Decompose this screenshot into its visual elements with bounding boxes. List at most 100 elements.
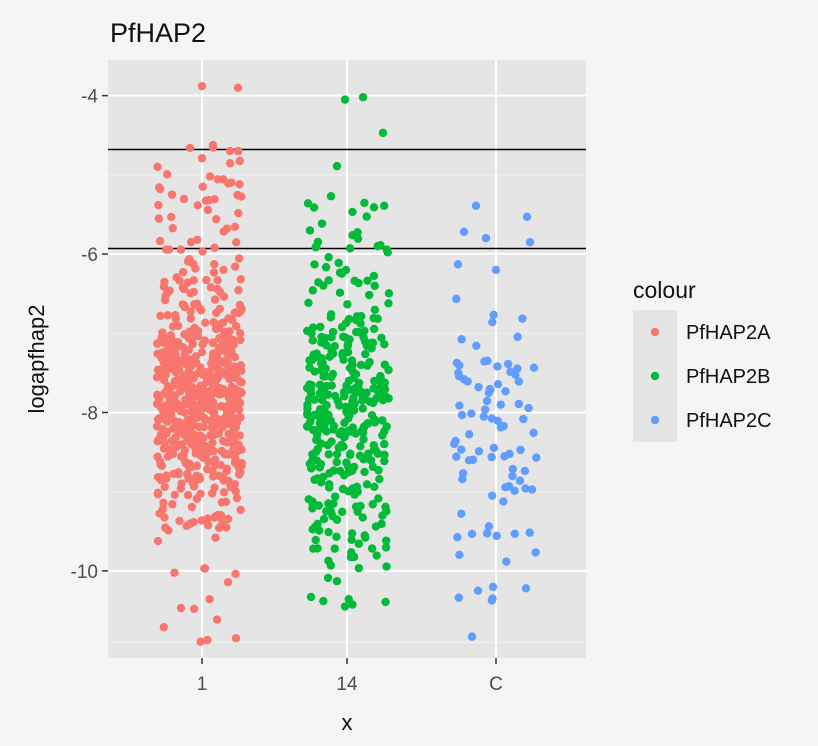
data-point — [176, 603, 186, 613]
data-point — [233, 83, 243, 92]
data-point — [164, 444, 173, 453]
data-point — [234, 254, 244, 263]
data-point — [484, 522, 494, 531]
data-point — [314, 501, 323, 510]
data-point — [155, 184, 165, 194]
data-point — [212, 324, 221, 334]
data-point — [339, 355, 348, 364]
data-point — [359, 332, 368, 342]
data-point — [455, 401, 464, 410]
data-point — [313, 237, 323, 247]
data-point — [203, 374, 212, 383]
data-point — [189, 276, 198, 285]
data-point — [172, 442, 181, 452]
data-point — [236, 505, 245, 515]
data-point — [231, 569, 240, 579]
data-point — [153, 339, 162, 348]
data-point — [303, 326, 312, 336]
data-point — [508, 464, 517, 474]
data-point — [505, 449, 514, 459]
data-point — [218, 423, 227, 432]
data-point — [513, 332, 522, 342]
data-point — [473, 586, 483, 595]
data-point — [180, 446, 189, 455]
data-point — [203, 520, 213, 530]
data-point — [213, 284, 222, 294]
data-point — [369, 203, 379, 212]
data-point — [489, 443, 499, 453]
x-tick-label: C — [489, 674, 503, 695]
data-point — [189, 287, 199, 297]
data-point — [332, 576, 342, 586]
data-point — [215, 333, 224, 343]
data-point — [361, 349, 370, 359]
data-point — [324, 276, 333, 285]
data-point — [235, 335, 245, 345]
data-point — [354, 278, 363, 288]
data-point — [519, 414, 528, 424]
data-point — [343, 339, 353, 349]
data-point — [353, 234, 363, 243]
data-point — [193, 201, 202, 210]
data-point — [235, 377, 245, 386]
data-point — [455, 550, 464, 560]
data-point — [199, 453, 208, 463]
data-point — [503, 359, 513, 369]
data-point — [510, 529, 519, 538]
data-point — [525, 237, 535, 247]
data-point — [225, 146, 235, 156]
data-point — [167, 190, 177, 199]
data-point — [354, 539, 363, 548]
data-point — [310, 367, 319, 376]
data-point — [187, 440, 196, 449]
data-point — [335, 288, 345, 297]
data-point — [348, 207, 357, 217]
data-point — [235, 329, 245, 338]
data-point — [345, 244, 355, 253]
data-point — [319, 372, 328, 381]
data-point — [174, 428, 183, 437]
data-point — [340, 95, 350, 104]
data-point — [527, 485, 537, 494]
data-point — [522, 212, 532, 222]
data-point — [381, 543, 391, 552]
data-point — [165, 347, 174, 357]
data-point — [373, 241, 382, 251]
data-point — [313, 519, 322, 529]
legend-swatch — [650, 371, 660, 381]
data-point — [176, 245, 186, 254]
data-point — [376, 374, 386, 384]
data-point — [208, 338, 217, 347]
data-point — [200, 318, 210, 327]
data-point — [372, 394, 381, 403]
legend-label: PfHAP2B — [686, 366, 770, 388]
data-point — [208, 489, 217, 498]
data-point — [195, 304, 205, 314]
data-point — [347, 529, 357, 538]
data-point — [338, 349, 347, 358]
data-points — [152, 81, 541, 646]
data-point — [230, 402, 239, 412]
data-point — [194, 422, 204, 432]
data-point — [223, 578, 233, 587]
data-point — [378, 395, 388, 405]
y-axis: -10 -8 -6 -4 — [71, 87, 108, 583]
legend-title: colour — [633, 277, 696, 303]
data-point — [317, 354, 326, 363]
data-point — [305, 226, 315, 235]
data-point — [218, 473, 228, 482]
data-point — [167, 364, 176, 374]
data-point — [372, 551, 381, 560]
data-point — [213, 354, 222, 363]
data-point — [200, 441, 210, 451]
data-point — [319, 596, 328, 606]
data-point — [529, 363, 539, 372]
data-point — [310, 260, 319, 269]
data-point — [211, 533, 220, 542]
data-point — [452, 452, 461, 461]
data-point — [229, 425, 238, 434]
data-point — [223, 514, 233, 524]
data-point — [332, 161, 342, 171]
data-point — [197, 81, 207, 91]
